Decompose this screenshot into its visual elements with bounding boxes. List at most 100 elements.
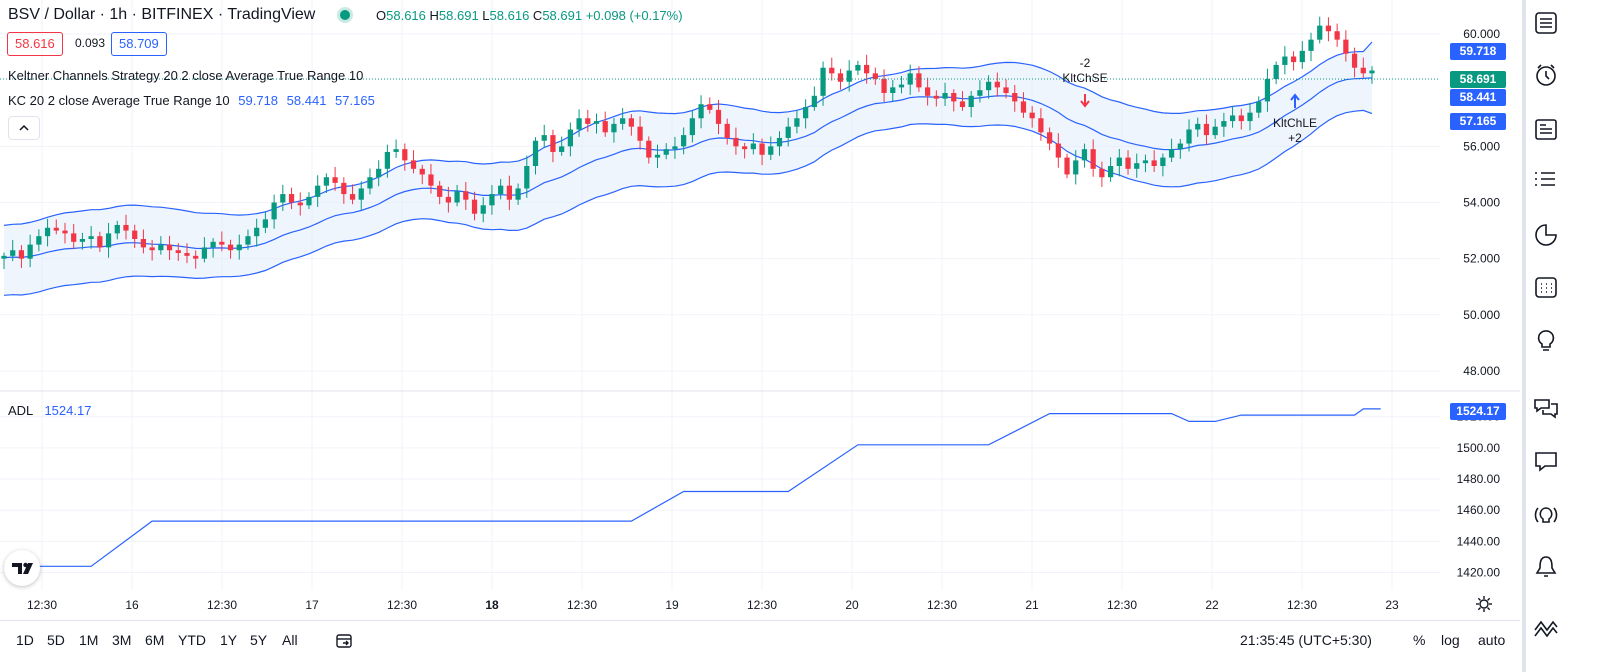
candle-body [864, 64, 870, 74]
adl-axis-label: 1460.00 [1457, 503, 1501, 517]
chat-icon[interactable] [1531, 446, 1561, 476]
candle [1, 252, 7, 270]
candle-body [480, 205, 486, 214]
candle [1369, 66, 1375, 84]
candle-body [10, 250, 16, 256]
candle-body [140, 239, 147, 248]
candle-body [994, 81, 1000, 88]
tradingview-logo-icon [12, 562, 33, 574]
close-value: 58.691 [542, 8, 583, 23]
candle [559, 136, 565, 156]
market-status-dot[interactable] [340, 10, 350, 20]
auto-scale-button[interactable]: auto [1478, 632, 1506, 648]
candle-body [559, 146, 565, 152]
candle-body [393, 149, 399, 152]
candle-body [837, 73, 844, 82]
chevron-up-icon [19, 124, 29, 131]
kc-legend[interactable]: KC 20 2 close Average True Range 10 59.7… [8, 93, 375, 108]
strategy-legend[interactable]: Keltner Channels Strategy 20 2 close Ave… [8, 68, 364, 83]
range-button-5d[interactable]: 5D [47, 632, 65, 648]
candle [811, 86, 817, 111]
range-button-ytd[interactable]: YTD [178, 632, 206, 648]
range-button-5y[interactable]: 5Y [250, 632, 268, 648]
candle-body [602, 121, 608, 133]
candle-body [1090, 149, 1096, 169]
signal-short-qty: -2 [1080, 56, 1091, 70]
candle [27, 234, 33, 268]
candle-body [1360, 67, 1366, 74]
candle [794, 110, 800, 134]
candle-body [959, 101, 966, 108]
candle-body [681, 135, 687, 147]
time-axis-label: 18 [485, 598, 499, 612]
gear-icon[interactable] [1475, 595, 1493, 613]
candle [280, 184, 286, 211]
candle [681, 127, 687, 155]
candle [1264, 68, 1271, 112]
candle [1221, 112, 1227, 137]
collapse-legend-button[interactable] [8, 116, 40, 140]
alarm-clock-icon[interactable] [1531, 60, 1561, 90]
candle-body [829, 67, 835, 74]
close-label: C [532, 8, 543, 23]
candle-body [297, 202, 303, 206]
candle-body [689, 118, 695, 136]
candle [968, 91, 974, 118]
range-button-6m[interactable]: 6M [145, 632, 165, 648]
time-axis-label: 16 [125, 598, 139, 612]
candle-body [654, 154, 661, 158]
bell-icon[interactable] [1531, 552, 1561, 582]
range-button-3m[interactable]: 3M [112, 632, 132, 648]
candle-body [1186, 129, 1192, 144]
ideas-lightbulb-icon[interactable] [1531, 326, 1561, 356]
range-button-all[interactable]: All [282, 632, 298, 648]
calendar-grid-icon[interactable] [1531, 272, 1561, 302]
candle-body [1177, 143, 1183, 150]
candle [132, 224, 138, 248]
range-button-1d[interactable]: 1D [16, 632, 34, 648]
candle [166, 235, 173, 260]
candle [489, 184, 495, 215]
candle [654, 144, 661, 168]
candle [593, 113, 600, 134]
watchlist-icon[interactable] [1531, 8, 1561, 38]
candle [733, 127, 739, 155]
candle-body [498, 185, 504, 195]
range-button-1m[interactable]: 1M [79, 632, 99, 648]
symbol-title[interactable]: BSV / Dollar · 1h · BITFINEX · TradingVi… [8, 6, 316, 23]
candle [611, 117, 617, 143]
chat-bubbles-icon[interactable] [1531, 392, 1561, 422]
buy-price-button[interactable]: 58.709 [111, 32, 167, 56]
signal-long[interactable]: KltChLE +2 [1273, 93, 1317, 145]
range-button-1y[interactable]: 1Y [220, 632, 238, 648]
candle-body [890, 87, 896, 93]
tradingview-logo[interactable] [4, 550, 40, 586]
candle-body [1325, 25, 1332, 32]
kc-upper-value: 59.718 [238, 93, 279, 108]
candle-body [1343, 39, 1349, 54]
candle-body [1168, 149, 1175, 158]
candlestick-series [1, 16, 1375, 270]
candle-body [227, 244, 234, 251]
clock-timezone[interactable]: 21:35:45 (UTC+5:30) [1240, 632, 1372, 648]
candle [1177, 139, 1183, 159]
candle-body [1195, 123, 1201, 130]
broadcast-icon[interactable] [1531, 500, 1561, 530]
sell-price-button[interactable]: 58.616 [7, 32, 63, 56]
high-value: 58.691 [438, 8, 479, 23]
hotlist-icon[interactable] [1531, 165, 1561, 195]
candle [1055, 133, 1061, 168]
news-icon[interactable] [1531, 114, 1561, 144]
candle [1099, 161, 1105, 187]
adl-legend[interactable]: ADL 1524.17 [8, 403, 91, 418]
percent-scale-button[interactable]: % [1413, 632, 1426, 648]
wave-icon[interactable] [1531, 612, 1561, 642]
candle [576, 109, 582, 137]
log-scale-button[interactable]: log [1441, 632, 1460, 648]
candle-body [1247, 112, 1253, 122]
calendar-pie-icon[interactable] [1531, 220, 1561, 250]
signal-short[interactable]: -2 KltChSE [1062, 56, 1108, 108]
price-chart[interactable]: 48.000 50.000 52.000 54.000 56.000 60.000 1420… [0, 0, 1520, 620]
candle [1247, 102, 1253, 131]
go-to-date-icon[interactable] [334, 631, 354, 651]
